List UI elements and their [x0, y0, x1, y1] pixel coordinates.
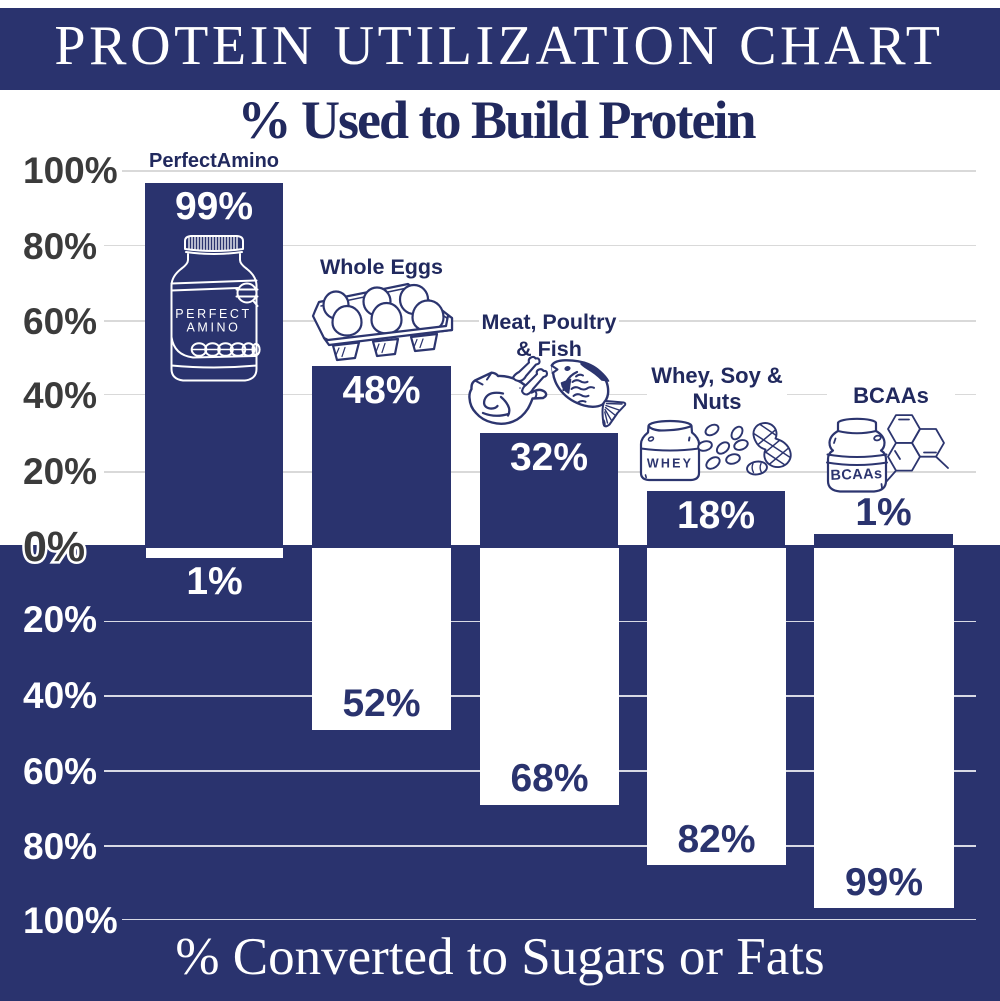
svg-text:WHEY: WHEY [647, 457, 693, 471]
svg-text:PERFECT: PERFECT [175, 307, 252, 321]
svg-text:0%: 0% [23, 523, 85, 571]
svg-text:BCAAs: BCAAs [830, 466, 882, 484]
svg-text:AMINO: AMINO [187, 321, 241, 335]
